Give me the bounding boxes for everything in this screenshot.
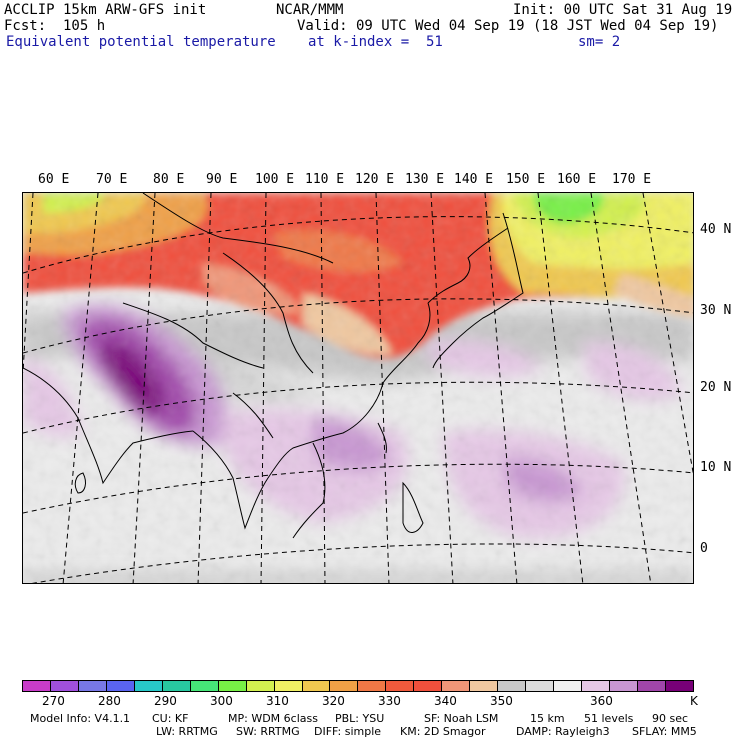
colorbar-tick: 310 [266, 694, 289, 708]
lon-label: 140 E [454, 172, 494, 187]
colorbar-swatch [274, 681, 303, 691]
colorbar-swatch [50, 681, 79, 691]
colorbar-swatch [442, 681, 471, 691]
colorbar-swatch [498, 681, 527, 691]
model-info: Model Info: V4.1.1 [30, 712, 131, 725]
field-texture [23, 193, 693, 583]
lon-label: 160 E [557, 172, 597, 187]
km-scheme: KM: 2D Smagor [400, 725, 486, 738]
colorbar-swatch [554, 681, 583, 691]
cu-scheme: CU: KF [152, 712, 189, 725]
valid-time: Valid: 09 UTC Wed 04 Sep 19 (18 JST Wed … [297, 18, 719, 34]
colorbar-swatch [470, 681, 499, 691]
level-index: at k-index = 51 [308, 34, 443, 50]
lon-label: 80 E [153, 172, 185, 187]
map-canvas [23, 193, 693, 583]
lat-label: 10 N [700, 460, 732, 475]
lon-label: 120 E [355, 172, 395, 187]
colorbar-swatch [246, 681, 275, 691]
colorbar-swatch [610, 681, 638, 691]
colorbar-swatch [134, 681, 163, 691]
colorbar-swatch [106, 681, 135, 691]
init-time: Init: 00 UTC Sat 31 Aug 19 [513, 2, 733, 18]
colorbar-tick: 340 [434, 694, 457, 708]
diff-scheme: DIFF: simple [314, 725, 382, 738]
lon-label: 130 E [405, 172, 445, 187]
colorbar-tick: 320 [322, 694, 345, 708]
damp-scheme: DAMP: Rayleigh3 [516, 725, 610, 738]
colorbar-swatch [190, 681, 219, 691]
colorbar-swatch [218, 681, 247, 691]
colorbar-tick: 280 [98, 694, 121, 708]
lon-label: 170 E [612, 172, 652, 187]
organization: NCAR/MMM [276, 2, 344, 18]
graticule [23, 193, 693, 583]
smoothing: sm= 2 [578, 34, 621, 50]
colorbar-swatch [162, 681, 191, 691]
colorbar-swatch [582, 681, 611, 691]
colorbar-tick: 350 [490, 694, 513, 708]
colorbar [22, 680, 694, 692]
colorbar-swatch [78, 681, 107, 691]
colorbar-tick: 360 [590, 694, 613, 708]
colorbar-unit: K [690, 694, 698, 708]
lat-label: 0 [700, 541, 708, 556]
colorbar-tick: 300 [210, 694, 233, 708]
lon-label: 60 E [38, 172, 70, 187]
colorbar-swatch [386, 681, 415, 691]
lon-label: 100 E [255, 172, 295, 187]
sf-scheme: SF: Noah LSM [424, 712, 499, 725]
colorbar-swatch [414, 681, 443, 691]
lon-label: 110 E [305, 172, 345, 187]
colorbar-swatch [637, 681, 666, 691]
theta-e-map [22, 192, 694, 584]
colorbar-swatch [526, 681, 555, 691]
mp-scheme: MP: WDM 6class [228, 712, 318, 725]
lon-label: 90 E [206, 172, 238, 187]
colorbar-tick: 290 [154, 694, 177, 708]
colorbar-swatch [302, 681, 331, 691]
sw-scheme: SW: RRTMG [236, 725, 300, 738]
lat-label: 30 N [700, 303, 732, 318]
colorbar-swatch [358, 681, 387, 691]
resolution: 15 km [530, 712, 565, 725]
colorbar-tick: 330 [378, 694, 401, 708]
colorbar-tick: 270 [42, 694, 65, 708]
lat-label: 20 N [700, 380, 732, 395]
colorbar-swatch [330, 681, 359, 691]
model-title: ACCLIP 15km ARW-GFS init [4, 2, 207, 18]
pbl-scheme: PBL: YSU [335, 712, 385, 725]
forecast-hour: Fcst: 105 h [4, 18, 106, 34]
field-name: Equivalent potential temperature [6, 34, 276, 50]
lat-label: 40 N [700, 222, 732, 237]
colorbar-swatch [665, 681, 693, 691]
timestep: 90 sec [652, 712, 689, 725]
colorbar-swatch [23, 681, 51, 691]
lon-label: 70 E [96, 172, 128, 187]
levels: 51 levels [584, 712, 634, 725]
lw-scheme: LW: RRTMG [156, 725, 218, 738]
sflay-scheme: SFLAY: MM5 [632, 725, 697, 738]
lon-label: 150 E [506, 172, 546, 187]
